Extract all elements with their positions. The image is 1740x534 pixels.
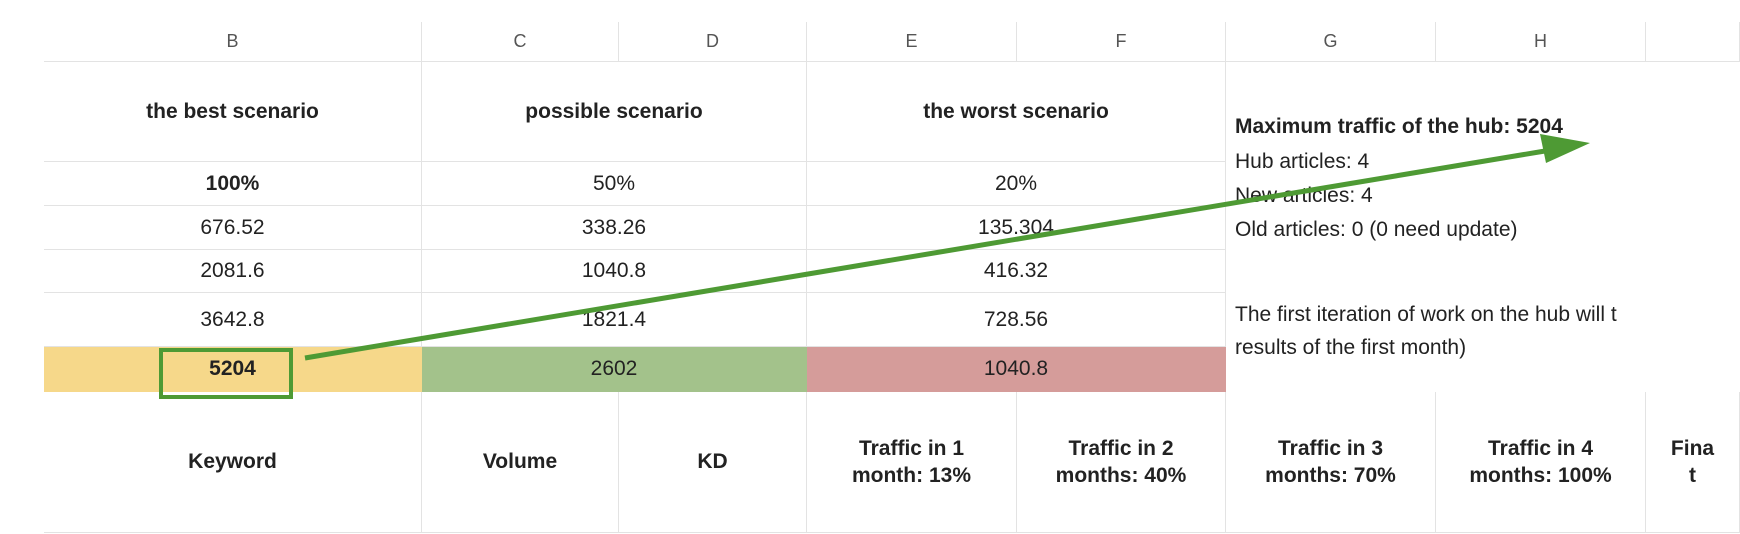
scenario-value: 338.26: [422, 206, 807, 250]
table-header: KD: [619, 392, 807, 533]
scenario-percent: 50%: [422, 162, 807, 206]
column-header: F: [1017, 22, 1226, 62]
table-header: Traffic in 3 months: 70%: [1226, 392, 1436, 533]
scenario-value: 676.52: [44, 206, 422, 250]
scenario-percent: 20%: [807, 162, 1226, 206]
summary-note: The first iteration of work on the hub w…: [1235, 303, 1617, 326]
scenario-value: 3642.8: [44, 293, 422, 347]
summary-line: New articles: 4: [1235, 184, 1373, 207]
arrow-line: [304, 148, 1546, 361]
scenario-title: possible scenario: [422, 62, 807, 162]
table-header: Traffic in 4 months: 100%: [1436, 392, 1646, 533]
column-header: D: [619, 22, 807, 62]
summary-line: Old articles: 0 (0 need update): [1235, 218, 1518, 241]
column-header: E: [807, 22, 1017, 62]
table-header: Traffic in 2 months: 40%: [1017, 392, 1226, 533]
column-header: C: [422, 22, 619, 62]
scenario-value: 1040.8: [422, 250, 807, 293]
table-header: Traffic in 1 month: 13%: [807, 392, 1017, 533]
scenario-value: 416.32: [807, 250, 1226, 293]
table-header: Volume: [422, 392, 619, 533]
scenario-title: the worst scenario: [807, 62, 1226, 162]
scenario-total: 1040.8: [807, 347, 1226, 392]
scenario-value: 1821.4: [422, 293, 807, 347]
scenario-value: 135.304: [807, 206, 1226, 250]
summary-line: Hub articles: 4: [1235, 150, 1370, 173]
column-header: B: [44, 22, 422, 62]
summary-note: results of the first month): [1235, 336, 1467, 359]
scenario-value: 2081.6: [44, 250, 422, 293]
scenario-total: 5204: [44, 347, 422, 392]
summary-heading: Maximum traffic of the hub: 5204: [1235, 115, 1563, 138]
scenario-total: 2602: [422, 347, 807, 392]
highlight-box: [159, 348, 293, 399]
column-header: H: [1436, 22, 1646, 62]
table-header: Keyword: [44, 392, 422, 533]
column-header: G: [1226, 22, 1436, 62]
scenario-percent: 100%: [44, 162, 422, 206]
arrow-head: [1540, 134, 1590, 163]
scenario-title: the best scenario: [44, 62, 422, 162]
scenario-value: 728.56: [807, 293, 1226, 347]
